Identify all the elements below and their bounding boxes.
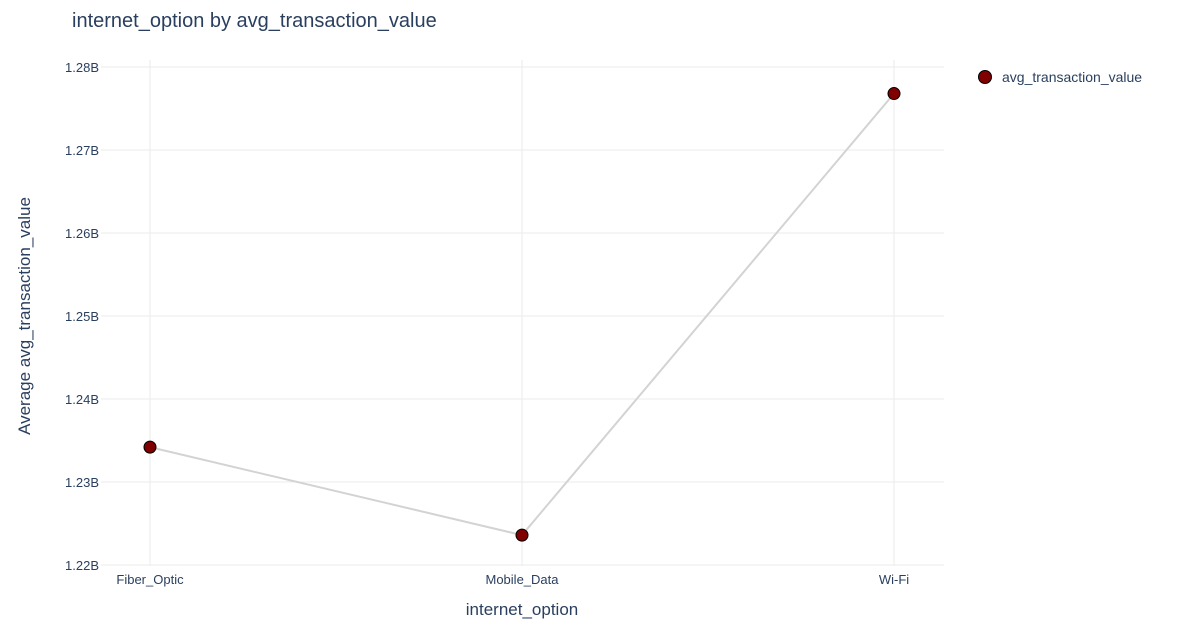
x-tick-label: Fiber_Optic (116, 572, 184, 587)
legend-label: avg_transaction_value (1002, 69, 1143, 85)
grid-layer (101, 60, 944, 566)
data-point (887, 87, 901, 101)
y-tick-label: 1.25B (65, 309, 99, 324)
y-tick-label: 1.23B (65, 475, 99, 490)
data-point (515, 528, 529, 542)
y-tick-label: 1.26B (65, 226, 99, 241)
x-tick-label: Mobile_Data (486, 572, 560, 587)
data-point (143, 440, 157, 454)
x-tick-label: Wi-Fi (879, 572, 909, 587)
x-axis-title: internet_option (465, 600, 579, 619)
marker-layer (143, 87, 901, 542)
chart-title: internet_option by avg_transaction_value (72, 10, 437, 32)
legend-marker (978, 70, 992, 84)
y-tick-label: 1.28B (65, 60, 99, 75)
x-tick-layer: Fiber_Optic Mobile_Data Wi-Fi (116, 572, 909, 587)
y-tick-label: 1.24B (65, 392, 99, 407)
y-tick-label: 1.27B (65, 143, 99, 158)
y-tick-layer: 1.22B 1.23B 1.24B 1.25B 1.26B 1.27B 1.28B (65, 60, 99, 573)
legend[interactable]: avg_transaction_value (978, 69, 1142, 85)
y-tick-label: 1.22B (65, 558, 99, 573)
y-axis-title: Average avg_transaction_value (15, 197, 34, 435)
